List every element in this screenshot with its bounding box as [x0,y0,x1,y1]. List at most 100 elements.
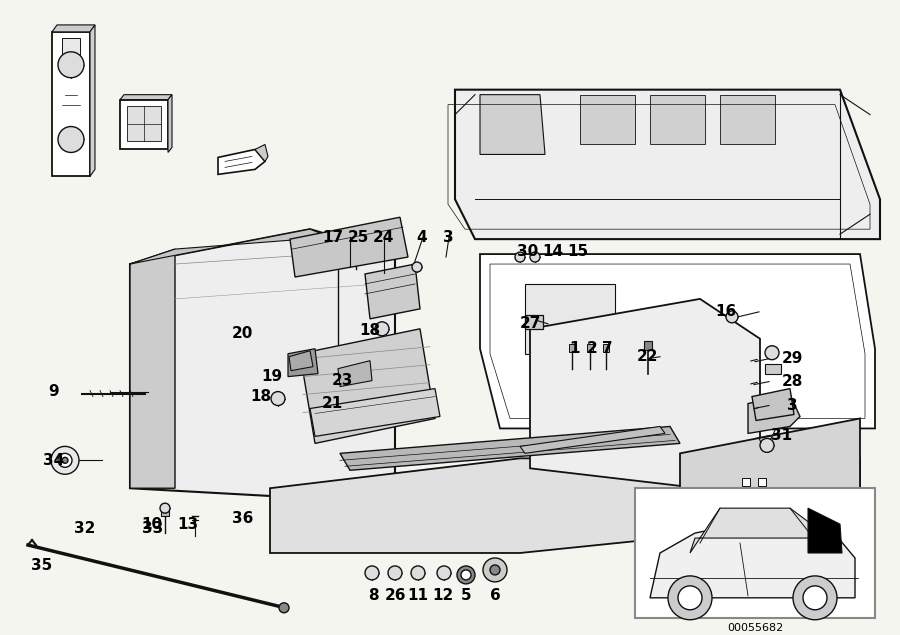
Polygon shape [480,254,875,429]
Circle shape [411,566,425,580]
Text: 25: 25 [347,230,369,244]
Polygon shape [680,418,860,558]
Polygon shape [289,351,313,371]
Circle shape [160,503,170,513]
Polygon shape [130,229,330,264]
Bar [635,488,875,618]
Bar [758,478,766,486]
Text: 6: 6 [490,589,500,603]
Bar [765,364,781,373]
Bar [569,344,575,352]
Text: 12: 12 [432,589,454,603]
Polygon shape [480,95,545,154]
Polygon shape [218,149,265,175]
Circle shape [279,603,289,613]
Text: 2: 2 [587,341,598,356]
Polygon shape [720,95,775,145]
Circle shape [375,322,389,336]
Polygon shape [130,249,175,488]
Text: 29: 29 [781,351,803,366]
Circle shape [515,252,525,262]
Circle shape [365,566,379,580]
Circle shape [412,262,422,272]
Text: 13: 13 [177,517,199,531]
Text: 26: 26 [384,589,406,603]
Text: 8: 8 [368,589,378,603]
Polygon shape [530,299,760,488]
Bar [603,344,609,352]
Text: 33: 33 [142,521,164,535]
Circle shape [490,565,500,575]
Polygon shape [808,508,842,553]
Circle shape [461,570,471,580]
Bar [525,315,543,329]
Text: 31: 31 [771,428,793,443]
Circle shape [51,446,79,474]
Circle shape [483,558,507,582]
Text: 18: 18 [359,323,381,338]
Circle shape [58,453,72,467]
Polygon shape [580,95,635,145]
Text: 24: 24 [373,230,393,244]
Polygon shape [255,145,268,161]
Polygon shape [455,90,880,239]
Polygon shape [120,95,172,100]
Bar [52,32,90,177]
Bar [161,508,169,516]
Circle shape [678,586,702,610]
Polygon shape [650,95,705,145]
Polygon shape [130,229,395,498]
Text: 7: 7 [602,341,612,356]
Polygon shape [290,217,408,277]
Polygon shape [365,264,420,319]
Polygon shape [300,329,435,443]
Circle shape [58,126,84,152]
Polygon shape [270,458,860,553]
Text: 15: 15 [567,244,589,258]
Circle shape [530,252,540,262]
Text: 35: 35 [32,558,52,573]
Polygon shape [340,427,680,471]
Polygon shape [338,361,372,387]
Text: 21: 21 [321,396,343,411]
Text: 5: 5 [461,589,472,603]
Polygon shape [748,394,800,434]
Text: 30: 30 [518,244,538,258]
Circle shape [793,576,837,620]
Text: 20: 20 [231,326,253,341]
Polygon shape [168,95,172,152]
Circle shape [760,438,774,452]
Text: 3: 3 [443,230,454,244]
Circle shape [62,457,68,464]
Text: 16: 16 [716,304,736,319]
Polygon shape [752,389,794,420]
Text: 14: 14 [543,244,563,258]
Polygon shape [520,427,665,453]
Text: 4: 4 [417,230,428,244]
Circle shape [388,566,402,580]
Text: 19: 19 [261,369,283,384]
Text: 22: 22 [636,349,658,364]
Text: 00055682: 00055682 [727,623,783,632]
Bar [525,284,615,354]
Circle shape [726,311,738,323]
Text: 36: 36 [232,511,254,526]
Circle shape [803,586,827,610]
Text: 32: 32 [75,521,95,535]
Bar [742,478,750,486]
Circle shape [271,392,285,406]
Text: 1: 1 [570,341,580,356]
Polygon shape [288,349,318,377]
Bar [587,344,593,352]
Bar [127,105,161,142]
Bar [353,247,359,254]
Text: 23: 23 [331,373,353,388]
Bar [120,100,168,149]
Text: 34: 34 [43,453,65,468]
Polygon shape [650,526,855,598]
Circle shape [457,566,475,584]
Polygon shape [310,488,395,508]
Text: 17: 17 [322,230,344,244]
Circle shape [668,576,712,620]
Circle shape [765,345,779,359]
